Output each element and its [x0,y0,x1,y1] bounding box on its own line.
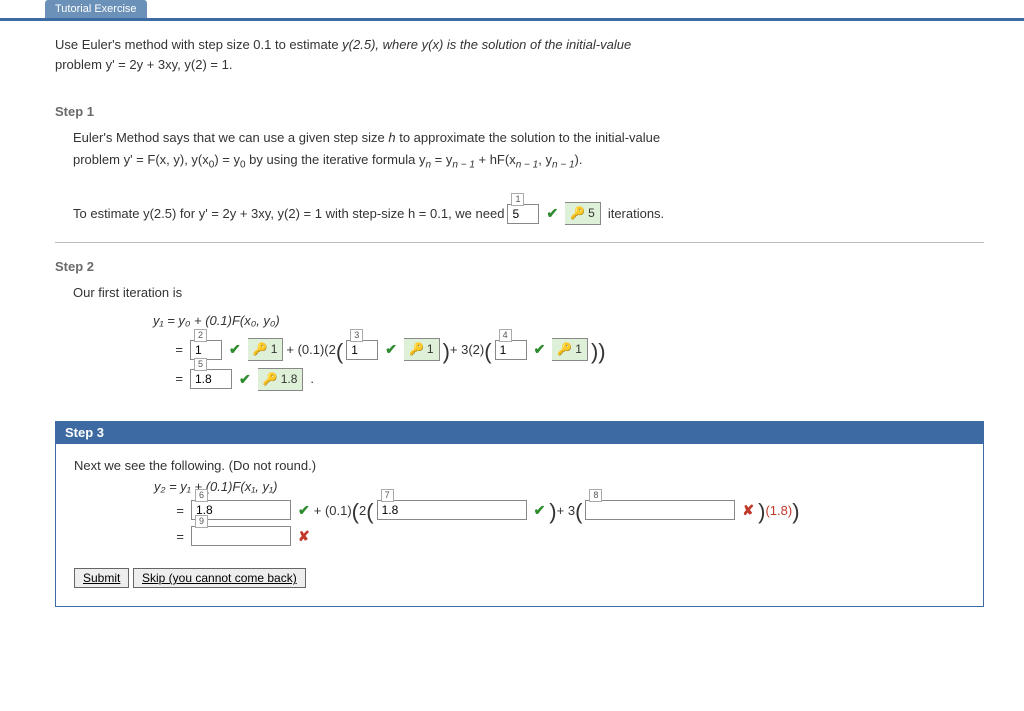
s1-text-c: to approximate the solution to the initi… [396,130,661,145]
t: + (0.1) [314,503,352,518]
check-icon: ✔ [385,338,397,362]
blank-1-reveal: 🔑 5 [565,202,601,224]
divider [55,242,984,243]
n: 4 [499,329,512,342]
key-icon: 🔑 [263,369,278,389]
blank-3-input[interactable] [346,340,378,360]
s3-intro: Next we see the following. (Do not round… [74,458,316,473]
x: n − 1 [516,160,539,171]
check-icon: ✔ [298,502,310,519]
check-icon: ✔ [239,368,251,392]
blank-5-input[interactable] [190,369,232,389]
x: n − 1 [452,160,475,171]
check-icon: ✔ [534,338,546,362]
blank-2-reveal: 🔑 1 [248,338,284,360]
key-icon: 🔑 [570,203,585,223]
key-icon: 🔑 [409,339,424,359]
s1-line2: problem y' = F(x, y), y(x0) = y0 by usin… [73,152,582,167]
t: 2 [359,503,366,518]
problem-line1: Use Euler's method with step size 0.1 to… [55,37,342,52]
n: 8 [589,489,602,502]
blank-7-input[interactable] [377,500,527,520]
dot: . [306,368,318,390]
n: 2 [194,329,207,342]
blank-1-reveal-val: 5 [588,203,595,223]
blank-7: 7 [377,500,527,520]
t: + 3(2) [450,339,484,361]
blank-5-reveal: 🔑 1.8 [258,368,304,390]
s2-intro: Our first iteration is [73,285,182,300]
blank-8-input[interactable] [585,500,735,520]
x: + hF(x [475,152,516,167]
submit-button[interactable]: Submit [74,568,129,588]
s1-line3: To estimate y(2.5) for y' = 2y + 3xy, y(… [73,203,504,225]
eq: = [153,368,187,390]
s1-iter: iterations. [604,203,668,225]
blank-4-input[interactable] [495,340,527,360]
n: 3 [350,329,363,342]
x: ) = y [214,152,240,167]
s1-text-h: h [388,130,395,145]
blank-9-input[interactable] [191,526,291,546]
x: , y [538,152,552,167]
s2-eq1: y₁ = y₀ + (0.1)F(x₀, y₀) [153,310,280,332]
step2-heading: Step 2 [55,259,984,274]
n: 6 [195,489,208,502]
key-icon: 🔑 [253,339,268,359]
step3-heading: Step 3 [55,421,984,444]
skip-button[interactable]: Skip (you cannot come back) [133,568,306,588]
n: 9 [195,515,208,528]
x: problem y' = F(x, y), y(x [73,152,209,167]
x: = y [431,152,452,167]
n: 7 [381,489,394,502]
check-icon: ✔ [229,338,241,362]
blank-8: 8 [585,500,735,520]
blank-4: 4 [495,340,527,360]
blank-4-reveal: 🔑 1 [552,338,588,360]
blank-3: 3 [346,340,378,360]
problem-line1b: y(2.5), where y(x) is the solution of th… [342,37,631,52]
blank-1-num: 1 [511,193,524,206]
t: + 3 [557,503,575,518]
x: by using the iterative formula y [246,152,426,167]
eq: = [154,503,188,518]
x: ). [575,152,583,167]
r: 1 [575,339,582,359]
step1-body: Euler's Method says that we can use a gi… [55,127,984,226]
problem-statement: Use Euler's method with step size 0.1 to… [55,35,984,74]
key-icon: 🔑 [557,339,572,359]
blank-1: 1 [507,204,539,224]
cross-icon: ✘ [298,528,310,545]
problem-line2: problem y' = 2y + 3xy, y(2) = 1. [55,57,232,72]
s3-eq1: y₂ = y₁ + (0.1)F(x₁, y₁) [154,479,277,494]
hint-text: (1.8) [765,503,792,518]
blank-9: 9 [191,526,291,546]
tab-tutorial-exercise[interactable]: Tutorial Exercise [45,0,147,18]
r: 1.8 [281,369,298,389]
cross-icon: ✘ [742,502,754,519]
blank-2: 2 [190,340,222,360]
r: 1 [427,339,434,359]
n: 5 [194,358,207,371]
blank-1-input[interactable] [507,204,539,224]
tab-bar: Tutorial Exercise [0,0,1024,21]
blank-3-reveal: 🔑 1 [404,338,440,360]
s1-text-a: Euler's Method says that we can use a gi… [73,130,388,145]
t: + (0.1)(2 [286,339,336,361]
check-icon: ✔ [534,502,546,519]
step1-heading: Step 1 [55,104,984,119]
eq: = [154,529,188,544]
blank-5: 5 [190,369,232,389]
eq: = [153,339,187,361]
x: n − 1 [552,160,575,171]
blank-2-input[interactable] [190,340,222,360]
r: 1 [271,339,278,359]
check-icon: ✔ [546,202,558,226]
